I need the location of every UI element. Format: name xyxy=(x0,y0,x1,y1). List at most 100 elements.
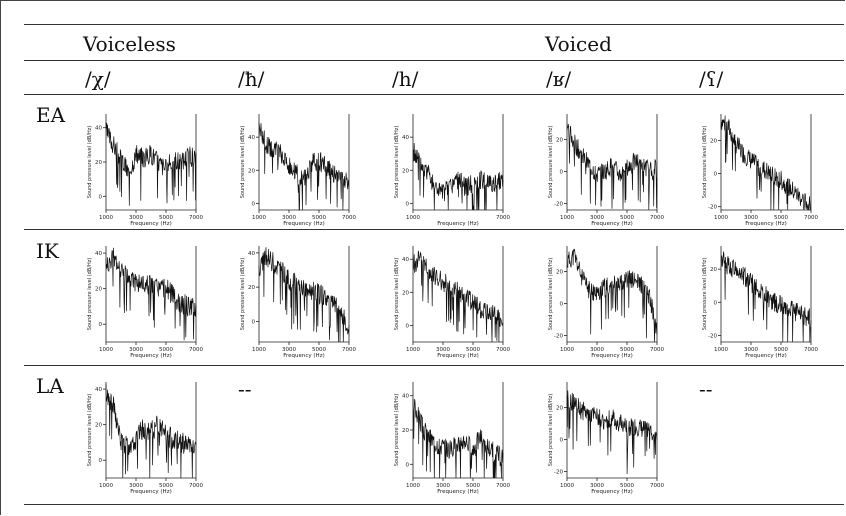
phoneme-header-4: /ʁ/ xyxy=(546,67,572,91)
y-tick-label: 40 xyxy=(248,251,255,257)
y-tick-label: 20 xyxy=(556,138,563,144)
y-axis-label: Sound pressure level (dB/Hz) xyxy=(240,258,246,331)
spectrum-chart-r2-c4: -20 0 20 1000 3000 5000 7000 Frequency (Hz) Soun… xyxy=(548,246,664,359)
row-label-la: LA xyxy=(36,374,64,398)
y-tick-label: -20 xyxy=(708,333,717,339)
y-tick-label: 40 xyxy=(95,251,102,257)
plot-axes-frame xyxy=(412,246,504,343)
x-tick-label: 5000 xyxy=(159,483,173,489)
x-axis-label: Frequency (Hz) xyxy=(130,221,171,227)
x-tick-label: 7000 xyxy=(496,483,510,489)
x-axis-label: Frequency (Hz) xyxy=(591,353,632,359)
spectrum-chart-r1-c3: 0 20 40 1000 7000 Frequency (Hz) Sound pressur… xyxy=(394,114,510,227)
phoneme-header-5: /ʕ/ xyxy=(699,67,724,91)
plot-axes-frame xyxy=(720,246,812,343)
x-tick-label: 7000 xyxy=(342,215,356,221)
spectrum-chart-r2-c3: 0 20 40 1000 3000 5000 7000 Frequency (Hz) Sound… xyxy=(394,246,510,359)
x-axis-label: Frequency (Hz) xyxy=(283,353,324,359)
group-voiced-label: Voiced xyxy=(545,32,612,56)
spectrum-chart-r2-c5: -20 0 20 1000 3000 5000 7000 Frequency (Hz) Soun… xyxy=(702,246,818,359)
spectrum-line-r3-c1 xyxy=(105,384,197,479)
x-tick-label: 5000 xyxy=(466,483,480,489)
y-tick-label: 0 xyxy=(406,323,410,329)
spectrum-line-r1-c4 xyxy=(566,123,658,210)
y-tick-label: 20 xyxy=(95,287,102,293)
x-axis-label: Frequency (Hz) xyxy=(591,489,632,495)
spectrum-chart-r2-c2: 0 20 40 1000 3000 5000 7000 Frequency (Hz) Sound… xyxy=(240,246,356,359)
y-axis-label: Sound pressure level (dB/Hz) xyxy=(240,126,246,199)
x-tick-label: 1000 xyxy=(714,347,728,353)
y-axis-label: Sound pressure level (dB/Hz) xyxy=(702,126,708,199)
x-tick-label: 5000 xyxy=(620,215,634,221)
plot-axes-frame xyxy=(566,246,658,343)
x-tick-label: 3000 xyxy=(282,347,296,353)
y-axis-label: Sound pressure level (dB/Hz) xyxy=(394,258,400,331)
table-bottom-rule xyxy=(24,504,844,505)
missing-cell-la-ayin: -- xyxy=(699,377,713,401)
y-axis-label: Sound pressure level (dB/Hz) xyxy=(548,258,554,331)
plot-axes-frame xyxy=(105,382,197,479)
y-tick-label: 0 xyxy=(406,201,410,207)
x-tick-label: 3000 xyxy=(590,347,604,353)
x-tick-label: 5000 xyxy=(159,215,173,221)
spectrum-line-r2-c5 xyxy=(720,251,812,343)
y-tick-label: 20 xyxy=(402,428,409,434)
x-tick-label: 1000 xyxy=(99,215,113,221)
spectrum-chart-r3-c4: -20 0 20 1000 3000 5000 7000 Frequency (Hz) Soun… xyxy=(548,382,664,495)
phoneme-header-rule xyxy=(24,94,844,95)
row-rule-1 xyxy=(24,229,844,230)
y-tick-label: 20 xyxy=(95,160,102,166)
x-axis-label: Frequency (Hz) xyxy=(437,221,478,227)
x-tick-label: 1000 xyxy=(252,347,266,353)
spectrum-chart-r1-c1: 0 20 40 1000 3000 5000 7000 Frequency (Hz) Sound… xyxy=(87,114,203,227)
y-tick-label: 0 xyxy=(99,458,103,464)
y-tick-label: 40 xyxy=(95,126,102,132)
row-rule-2 xyxy=(24,365,844,366)
y-tick-label: 40 xyxy=(248,135,255,141)
y-tick-label: 0 xyxy=(252,201,256,207)
y-tick-label: -20 xyxy=(708,205,717,211)
y-axis-label: Sound pressure level (dB/Hz) xyxy=(87,258,93,331)
spectrum-line-r2-c2 xyxy=(258,247,350,343)
x-tick-label: 7000 xyxy=(496,215,510,221)
group-header-rule xyxy=(24,60,844,61)
x-tick-label: 3000 xyxy=(129,347,143,353)
spectrum-line-r1-c5 xyxy=(720,115,811,211)
x-tick-label: 1000 xyxy=(714,215,728,221)
y-tick-label: 40 xyxy=(402,394,409,400)
y-tick-label: -20 xyxy=(554,470,563,476)
y-tick-label: 20 xyxy=(710,267,717,273)
x-tick-label: 3000 xyxy=(744,215,758,221)
spectrum-line-r2-c4 xyxy=(566,248,658,343)
y-tick-label: -20 xyxy=(554,202,563,208)
x-tick-label: 1000 xyxy=(99,483,113,489)
phoneme-header-3: /h/ xyxy=(392,67,419,91)
x-tick-label: 5000 xyxy=(466,347,480,353)
y-tick-label: -20 xyxy=(554,334,563,340)
x-tick-label: 3000 xyxy=(436,483,450,489)
plot-axes-frame xyxy=(105,246,197,343)
y-tick-label: 20 xyxy=(402,168,409,174)
y-axis-label: Sound pressure level (dB/Hz) xyxy=(702,258,708,331)
spectrum-line-r1-c3 xyxy=(412,142,504,211)
y-tick-label: 0 xyxy=(99,322,103,328)
row-label-ik: IK xyxy=(36,239,59,263)
y-tick-label: 20 xyxy=(710,138,717,144)
spectrum-chart-r3-c3: 0 20 40 1000 3000 5000 7000 Frequency (Hz) Sound… xyxy=(394,382,510,495)
plot-axes-frame xyxy=(566,114,658,211)
x-tick-label: 5000 xyxy=(774,215,788,221)
x-tick-label: 1000 xyxy=(99,347,113,353)
x-tick-label: 1000 xyxy=(406,215,420,221)
y-tick-label: 40 xyxy=(402,257,409,263)
x-tick-label: 3000 xyxy=(744,347,758,353)
spectrum-chart-r1-c2: 0 20 40 1000 3000 5000 7000 Frequency (Hz) Sound… xyxy=(240,114,356,227)
group-voiceless-label: Voiceless xyxy=(83,32,176,56)
phoneme-header-2: /ħ/ xyxy=(238,67,265,91)
x-tick-label: 3000 xyxy=(590,215,604,221)
x-tick-label: 7000 xyxy=(804,347,818,353)
x-axis-label: Frequency (Hz) xyxy=(591,221,632,227)
x-tick-label: 3000 xyxy=(590,483,604,489)
x-tick-label: 7000 xyxy=(189,483,203,489)
spectrum-line-r1-c1 xyxy=(105,122,197,206)
